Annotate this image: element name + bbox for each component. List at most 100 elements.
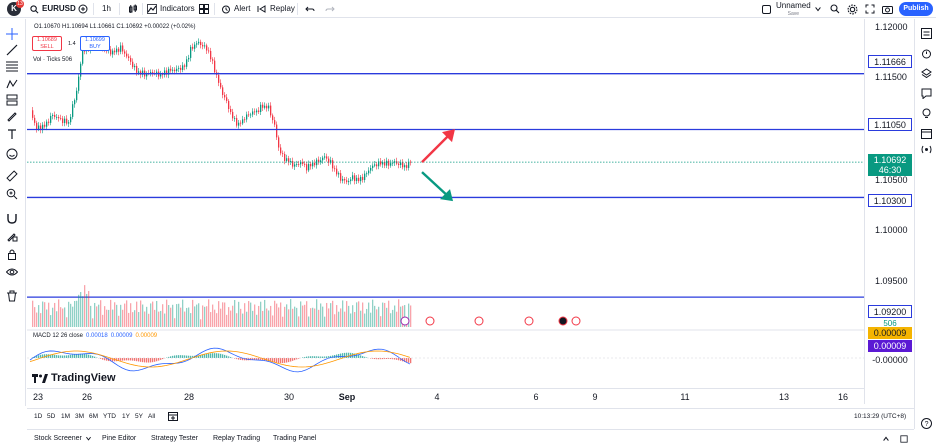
range-5y[interactable]: 5Y bbox=[135, 413, 143, 420]
lightbulb-icon bbox=[922, 108, 930, 118]
macd-histogram-bar bbox=[184, 355, 186, 358]
chart-type-button[interactable] bbox=[128, 3, 138, 15]
candle-body bbox=[272, 115, 274, 121]
layout-name[interactable]: Unnamed Save bbox=[776, 2, 811, 18]
snapshot-button[interactable] bbox=[882, 3, 893, 15]
macd-histogram-bar bbox=[274, 358, 276, 363]
ideas-button[interactable] bbox=[920, 107, 932, 119]
zoom-tool[interactable] bbox=[5, 187, 19, 201]
volume-bar bbox=[310, 308, 312, 327]
macd-histogram-bar bbox=[64, 355, 66, 358]
calendar-button[interactable] bbox=[920, 127, 932, 139]
candle-body bbox=[202, 45, 204, 47]
patterns-tool[interactable] bbox=[5, 77, 19, 91]
candle-body bbox=[170, 68, 172, 71]
candle-body bbox=[356, 177, 358, 182]
range-1d[interactable]: 1D bbox=[34, 413, 43, 420]
volume-bar bbox=[60, 307, 62, 327]
range-3m[interactable]: 3M bbox=[75, 413, 85, 420]
tab-strategy-tester[interactable]: Strategy Tester bbox=[151, 435, 198, 442]
volume-bar bbox=[94, 302, 96, 327]
tab-trading-panel[interactable]: Trading Panel bbox=[273, 435, 316, 442]
maximize-panel-button[interactable] bbox=[900, 435, 908, 443]
macd-histogram-bar bbox=[400, 358, 402, 361]
candle-body bbox=[172, 69, 174, 71]
macd-histogram-bar bbox=[182, 355, 184, 358]
text-tool[interactable] bbox=[5, 127, 19, 141]
candle-body bbox=[198, 41, 200, 44]
buy-button[interactable]: 1.10699 BUY bbox=[80, 36, 110, 51]
layout-checkbox[interactable] bbox=[762, 3, 771, 15]
layout-menu-button[interactable] bbox=[814, 3, 822, 15]
alerts-panel-button[interactable] bbox=[920, 47, 932, 59]
magnet-tool[interactable] bbox=[5, 211, 19, 225]
quick-search-button[interactable] bbox=[830, 3, 840, 15]
redo-button[interactable] bbox=[325, 3, 335, 15]
candle-body bbox=[56, 117, 58, 118]
macd-histogram-bar bbox=[282, 358, 284, 364]
magnifier-icon bbox=[830, 4, 840, 14]
macd-histogram-bar bbox=[72, 354, 74, 358]
clock-timezone[interactable]: 10:13:29 (UTC+8) bbox=[854, 413, 907, 420]
crosshair-tool[interactable] bbox=[5, 27, 19, 41]
layout-templates-button[interactable] bbox=[199, 3, 209, 15]
object-tree-button[interactable] bbox=[920, 67, 932, 79]
volume-bar bbox=[290, 299, 292, 327]
go-to-date-button[interactable] bbox=[168, 411, 178, 423]
indicators-button[interactable]: Indicators bbox=[147, 3, 195, 15]
time-axis[interactable]: 23 26 28 30 Sep 4 6 9 11 13 16 bbox=[27, 388, 864, 404]
time-tick: 30 bbox=[283, 392, 295, 402]
candle-body bbox=[204, 45, 206, 47]
stay-in-drawing-tool[interactable] bbox=[5, 229, 19, 243]
help-button[interactable]: ? bbox=[920, 417, 932, 429]
tab-stock-screener[interactable]: Stock Screener bbox=[34, 435, 92, 442]
chat-button[interactable] bbox=[920, 87, 932, 99]
range-1m[interactable]: 1M bbox=[61, 413, 71, 420]
remove-drawings-tool[interactable] bbox=[5, 289, 19, 303]
emoji-tool[interactable] bbox=[5, 147, 19, 161]
brush-tool[interactable] bbox=[5, 109, 19, 123]
settings-button[interactable] bbox=[847, 3, 858, 15]
symbol-search[interactable]: EURUSD bbox=[30, 3, 76, 15]
line-price-label: 1.09200 bbox=[868, 305, 912, 318]
trend-line-tool[interactable] bbox=[5, 43, 19, 57]
tradingview-logo[interactable]: TradingView bbox=[32, 372, 116, 384]
measure-tool[interactable] bbox=[5, 169, 19, 183]
range-5d[interactable]: 5D bbox=[47, 413, 56, 420]
range-6m[interactable]: 6M bbox=[89, 413, 99, 420]
replay-button[interactable]: Replay bbox=[257, 3, 295, 15]
range-all[interactable]: All bbox=[148, 413, 156, 420]
collapse-panel-button[interactable] bbox=[882, 435, 890, 443]
range-ytd[interactable]: YTD bbox=[103, 413, 116, 420]
hide-drawings-tool[interactable] bbox=[5, 265, 19, 279]
candle-body bbox=[406, 165, 408, 168]
event-icon bbox=[400, 316, 410, 326]
publish-button[interactable]: Publish bbox=[899, 2, 933, 16]
sell-button[interactable]: 1.10689 SELL bbox=[32, 36, 62, 51]
price-scale[interactable]: 1.12000 1.11500 1.10500 1.10000 1.09500 … bbox=[864, 19, 914, 404]
interval-button[interactable]: 1h bbox=[102, 3, 111, 15]
volume-bar bbox=[320, 303, 322, 327]
candle-body bbox=[364, 173, 366, 181]
undo-button[interactable] bbox=[305, 3, 315, 15]
fullscreen-button[interactable] bbox=[865, 3, 875, 15]
volume-bar bbox=[238, 301, 240, 327]
layers-icon bbox=[920, 67, 932, 78]
lock-drawings-tool[interactable] bbox=[5, 247, 19, 261]
candle-body bbox=[200, 41, 202, 46]
tab-replay-trading[interactable]: Replay Trading bbox=[213, 435, 260, 442]
price-chart[interactable] bbox=[27, 19, 864, 404]
macd-histogram-bar bbox=[136, 358, 138, 362]
candle-body bbox=[368, 170, 370, 174]
range-1y[interactable]: 1Y bbox=[122, 413, 130, 420]
macd-histogram-bar bbox=[360, 355, 362, 358]
signals-button[interactable] bbox=[920, 143, 932, 155]
volume-scale-value: 506 bbox=[883, 319, 897, 328]
fib-tool[interactable] bbox=[5, 59, 19, 73]
tab-pine-editor[interactable]: Pine Editor bbox=[102, 435, 136, 442]
volume-bar bbox=[286, 304, 288, 327]
alert-button[interactable]: Alert bbox=[221, 3, 250, 15]
compare-symbol-button[interactable] bbox=[78, 3, 88, 15]
prediction-tool[interactable] bbox=[5, 93, 19, 107]
watchlist-button[interactable] bbox=[920, 27, 932, 39]
